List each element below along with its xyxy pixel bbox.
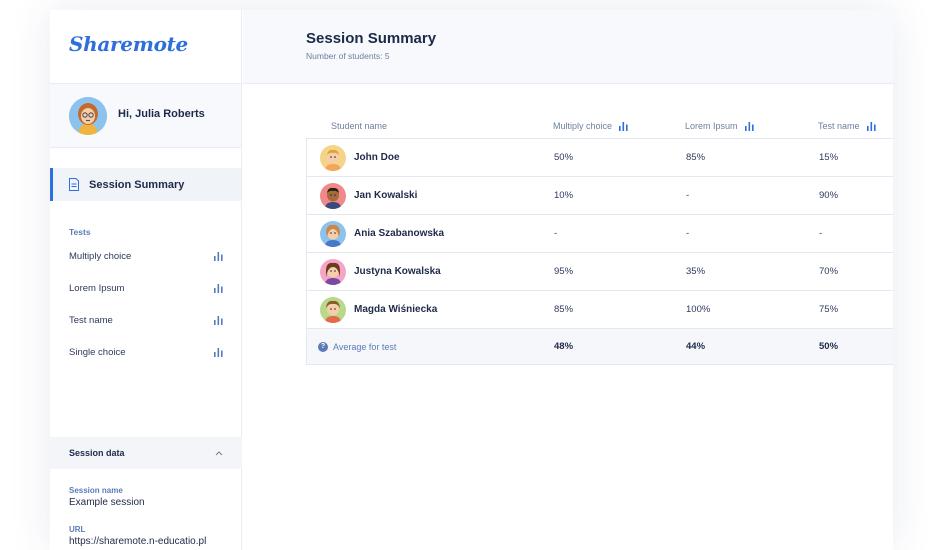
session-data-toggle[interactable]: Session data: [50, 437, 242, 469]
student-name: Jan Kowalski: [354, 190, 418, 201]
avatar-illustration: [320, 258, 346, 285]
test-item-label: Lorem Ipsum: [69, 282, 125, 294]
tests-section-title: Tests: [69, 227, 91, 237]
average-cell: 50%: [819, 341, 839, 352]
bar-chart-icon[interactable]: [214, 315, 223, 325]
test-item-label: Test name: [69, 314, 113, 326]
nav-item-label: Session Summary: [89, 178, 185, 191]
student-avatar: [320, 182, 346, 209]
avatar-illustration: [320, 220, 346, 247]
app-window: Sharemote Hi, Julia Roberts: [50, 10, 893, 550]
table-header: Student name Multiply choice Lorem Ipsum…: [306, 114, 893, 138]
bar-chart-icon[interactable]: [214, 347, 223, 357]
bar-chart-icon[interactable]: [619, 121, 628, 131]
score-cell: 95%: [554, 266, 574, 277]
session-url-block: URL https://sharemote.n-educatio.pl: [69, 525, 206, 547]
column-header-label: Test name: [818, 121, 860, 131]
table-row[interactable]: Ania Szabanowska - - -: [307, 215, 893, 253]
student-avatar: [320, 258, 346, 285]
student-name: Magda Wiśniecka: [354, 304, 438, 315]
score-cell: 75%: [819, 304, 839, 315]
score-cell: 15%: [819, 152, 839, 163]
session-url-label: URL: [69, 525, 86, 534]
test-item-label: Multiply choice: [69, 250, 132, 262]
table-row[interactable]: Jan Kowalski 10% - 90%: [307, 177, 893, 215]
user-card[interactable]: Hi, Julia Roberts: [50, 84, 241, 148]
score-cell: -: [686, 228, 690, 239]
student-name: Ania Szabanowska: [354, 228, 445, 239]
bar-chart-icon[interactable]: [744, 121, 754, 131]
score-cell: 85%: [686, 152, 706, 163]
session-data-title: Session data: [69, 448, 125, 458]
column-header-lorem-ipsum[interactable]: Lorem Ipsum: [685, 121, 818, 131]
score-cell: -: [819, 228, 823, 239]
tests-list: Multiply choice Lorem Ipsum Test name Si…: [50, 240, 241, 368]
avatar-illustration: [320, 182, 346, 209]
bar-chart-icon[interactable]: [866, 121, 876, 131]
bar-chart-icon[interactable]: [214, 251, 223, 261]
session-name-value: Example session: [69, 497, 145, 508]
sidebar-item-single-choice[interactable]: Single choice: [50, 336, 241, 368]
table-row[interactable]: Justyna Kowalska 95% 35% 70%: [307, 253, 893, 291]
score-cell: 10%: [554, 190, 574, 201]
avatar-illustration: [320, 144, 346, 171]
session-name-block: Session name Example session: [69, 486, 145, 508]
column-header-label: Lorem Ipsum: [685, 121, 738, 131]
table-body: John Doe 50% 85% 15%: [306, 138, 893, 365]
score-cell: 100%: [686, 304, 711, 315]
column-header-test-name[interactable]: Test name: [818, 121, 893, 131]
column-header-label: Student name: [331, 121, 388, 131]
bar-chart-icon[interactable]: [214, 283, 223, 293]
session-name-label: Session name: [69, 486, 123, 495]
avatar-illustration: [320, 296, 346, 323]
nav-item-session-summary[interactable]: Session Summary: [50, 168, 241, 201]
average-cell: 48%: [554, 341, 574, 352]
student-avatar: [320, 296, 346, 323]
sidebar-item-multiply-choice[interactable]: Multiply choice: [50, 240, 241, 272]
student-name: John Doe: [354, 152, 400, 163]
user-avatar: [69, 96, 107, 135]
score-cell: 90%: [819, 190, 839, 201]
student-avatar: [320, 220, 346, 247]
score-cell: -: [686, 190, 690, 201]
column-header-student-name[interactable]: Student name: [306, 121, 553, 131]
user-greeting: Hi, Julia Roberts: [118, 107, 205, 120]
table-row[interactable]: Magda Wiśniecka 85% 100% 75%: [307, 291, 893, 329]
score-cell: 85%: [554, 304, 574, 315]
average-cell: 44%: [686, 341, 706, 352]
chevron-up-icon[interactable]: [215, 450, 223, 456]
student-count: Number of students: 5: [306, 51, 390, 61]
column-header-label: Multiply choice: [553, 121, 613, 131]
column-header-multiply-choice[interactable]: Multiply choice: [553, 121, 685, 131]
score-cell: 70%: [819, 266, 839, 277]
student-name: Justyna Kowalska: [354, 266, 441, 277]
logo-area: Sharemote: [50, 10, 241, 84]
student-avatar: [320, 144, 346, 171]
app-logo[interactable]: Sharemote: [69, 32, 188, 56]
average-row: ? Average for test 48% 44% 50%: [307, 329, 893, 365]
average-label: Average for test: [333, 341, 397, 352]
sidebar: Sharemote Hi, Julia Roberts: [50, 10, 242, 550]
help-icon[interactable]: ?: [318, 341, 328, 352]
document-icon: [69, 178, 79, 191]
main-content: Session Summary Number of students: 5 St…: [243, 10, 893, 550]
score-cell: -: [554, 228, 558, 239]
sidebar-item-test-name[interactable]: Test name: [50, 304, 241, 336]
score-cell: 50%: [554, 152, 574, 163]
page-title: Session Summary: [306, 30, 437, 47]
sidebar-item-lorem-ipsum[interactable]: Lorem Ipsum: [50, 272, 241, 304]
avatar-illustration: [69, 96, 107, 135]
score-cell: 35%: [686, 266, 706, 277]
page-header: Session Summary Number of students: 5: [243, 10, 893, 84]
table-row[interactable]: John Doe 50% 85% 15%: [307, 139, 893, 177]
test-item-label: Single choice: [69, 346, 126, 358]
results-table: Student name Multiply choice Lorem Ipsum…: [306, 114, 893, 365]
session-url-value[interactable]: https://sharemote.n-educatio.pl: [69, 536, 207, 547]
